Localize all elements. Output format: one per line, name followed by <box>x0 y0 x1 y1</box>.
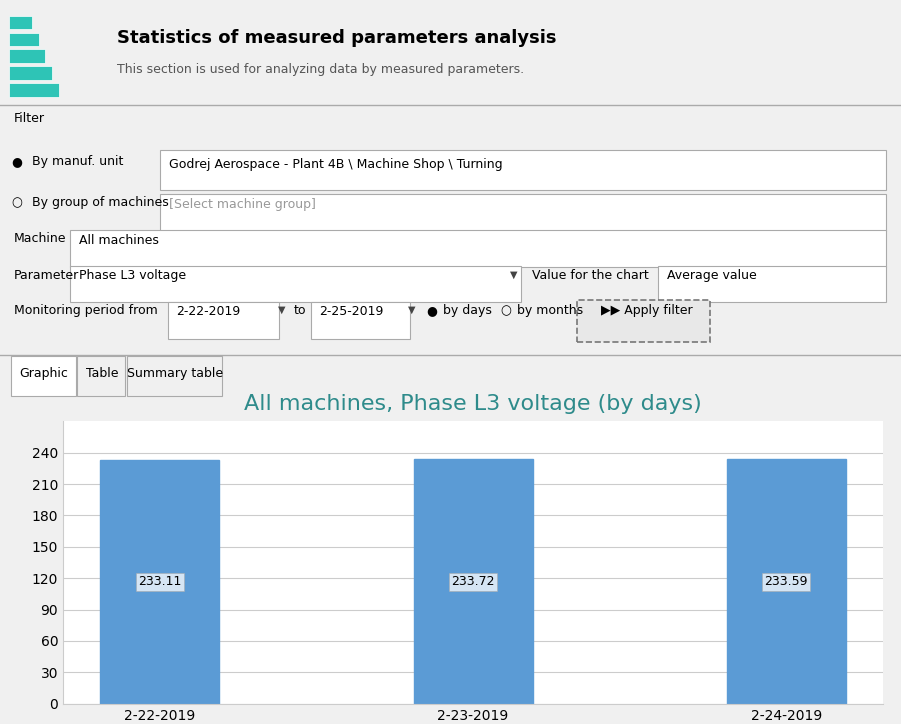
Text: Filter: Filter <box>14 112 44 125</box>
Text: Table: Table <box>86 366 118 379</box>
Text: Parameter: Parameter <box>14 269 78 282</box>
Text: All machines, Phase L3 voltage (by days): All machines, Phase L3 voltage (by days) <box>244 394 702 413</box>
Text: ○: ○ <box>12 196 23 209</box>
Text: [Select machine group]: [Select machine group] <box>169 198 316 211</box>
Text: 233.11: 233.11 <box>138 576 181 589</box>
FancyBboxPatch shape <box>658 266 886 303</box>
Text: Machine: Machine <box>14 232 66 245</box>
Bar <box>100 460 219 704</box>
FancyBboxPatch shape <box>77 356 125 397</box>
Text: ○: ○ <box>500 304 511 317</box>
Text: to: to <box>294 304 306 317</box>
FancyBboxPatch shape <box>9 83 59 96</box>
FancyBboxPatch shape <box>168 303 279 339</box>
Text: Statistics of measured parameters analysis: Statistics of measured parameters analys… <box>117 30 557 47</box>
Text: ▶▶ Apply filter: ▶▶ Apply filter <box>601 304 693 317</box>
Text: ●: ● <box>426 304 437 317</box>
Text: Value for the chart: Value for the chart <box>532 269 649 282</box>
Bar <box>727 460 846 704</box>
FancyBboxPatch shape <box>9 16 32 30</box>
FancyBboxPatch shape <box>70 266 521 303</box>
Text: 233.59: 233.59 <box>764 575 808 588</box>
FancyBboxPatch shape <box>11 356 76 397</box>
Text: Graphic: Graphic <box>19 366 68 379</box>
Text: Godrej Aerospace - Plant 4B \ Machine Shop \ Turning: Godrej Aerospace - Plant 4B \ Machine Sh… <box>169 158 503 171</box>
FancyBboxPatch shape <box>9 66 52 80</box>
FancyBboxPatch shape <box>9 33 39 46</box>
Text: Phase L3 voltage: Phase L3 voltage <box>79 269 187 282</box>
Text: ▼: ▼ <box>510 269 517 279</box>
FancyBboxPatch shape <box>160 151 886 190</box>
Text: 233.72: 233.72 <box>451 575 495 588</box>
Text: By manuf. unit: By manuf. unit <box>32 155 123 168</box>
FancyBboxPatch shape <box>577 300 710 342</box>
FancyBboxPatch shape <box>9 49 45 63</box>
Text: by days: by days <box>443 304 492 317</box>
Text: ●: ● <box>12 155 23 168</box>
Text: All machines: All machines <box>79 234 159 247</box>
Text: 2-25-2019: 2-25-2019 <box>319 305 383 318</box>
FancyBboxPatch shape <box>160 193 886 231</box>
Text: by months: by months <box>517 304 583 317</box>
FancyBboxPatch shape <box>70 230 886 266</box>
Text: By group of machines: By group of machines <box>32 196 168 209</box>
FancyBboxPatch shape <box>127 356 222 397</box>
FancyBboxPatch shape <box>311 303 410 339</box>
Text: ▼: ▼ <box>278 305 285 315</box>
Text: Monitoring period from: Monitoring period from <box>14 304 158 317</box>
Text: This section is used for analyzing data by measured parameters.: This section is used for analyzing data … <box>117 63 524 76</box>
Text: Summary table: Summary table <box>127 366 223 379</box>
Bar <box>414 459 532 704</box>
Text: ▼: ▼ <box>408 305 415 315</box>
Text: 2-22-2019: 2-22-2019 <box>177 305 241 318</box>
Text: Average value: Average value <box>667 269 757 282</box>
